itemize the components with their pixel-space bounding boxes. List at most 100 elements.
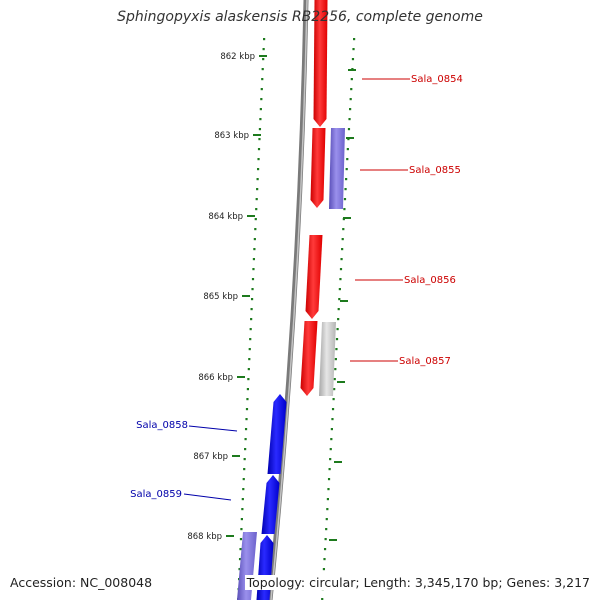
track-dot [327, 488, 330, 491]
gene-leader-line [188, 425, 238, 432]
track-dot [243, 468, 246, 471]
track-dot [254, 228, 257, 231]
track-dot [333, 388, 336, 391]
gene-arrow-sala-0859[interactable] [261, 475, 280, 534]
track-dot [351, 58, 355, 61]
track-dot [254, 218, 257, 221]
gene-arrow-sala-0856[interactable] [305, 235, 323, 319]
gene-label-sala-0858[interactable]: Sala_0858 [136, 420, 188, 431]
track-dot [334, 368, 337, 371]
kbp-label: 867 kbp [193, 452, 228, 462]
track-dot [239, 548, 242, 551]
track-dot [346, 148, 349, 151]
track-dot [245, 418, 248, 421]
kbp-label: 865 kbp [203, 292, 238, 302]
track-dot [325, 518, 328, 521]
inner-tick-track [237, 38, 266, 600]
track-dot [322, 568, 326, 571]
track-dot [335, 348, 338, 351]
track-dot [260, 88, 263, 91]
track-dot [253, 248, 256, 251]
track-dot [238, 568, 241, 571]
track-dot [324, 538, 327, 541]
track-dot [251, 278, 255, 281]
kbp-label: 862 kbp [220, 52, 255, 62]
track-dot [244, 438, 247, 441]
track-dot [244, 448, 247, 451]
track-dot [332, 398, 335, 401]
track-dot [333, 378, 336, 381]
track-dot [338, 298, 341, 301]
track-dot [330, 428, 333, 431]
track-dot [321, 598, 324, 600]
track-dot [257, 158, 260, 161]
track-dot [249, 328, 252, 331]
track-dot [260, 98, 263, 101]
track-dot [344, 188, 347, 191]
track-dot [353, 38, 356, 41]
track-dot [261, 78, 264, 81]
gene-arrow-sala-0857[interactable] [300, 321, 318, 396]
gene-label-sala-0855[interactable]: Sala_0855 [409, 165, 461, 176]
track-dot [251, 288, 254, 291]
track-dot [250, 318, 253, 321]
gene-label-sala-0857[interactable]: Sala_0857 [399, 356, 451, 367]
gene-arrow-sala-0854[interactable] [313, 0, 328, 127]
track-dot [259, 118, 262, 121]
track-dot [342, 218, 345, 221]
track-dot [242, 478, 245, 481]
track-dot [323, 558, 326, 561]
gene-block-gray[interactable] [319, 322, 336, 396]
gene-label-sala-0856[interactable]: Sala_0856 [404, 275, 456, 286]
track-dot [246, 398, 249, 401]
gene-arrow-sala-0855[interactable] [310, 128, 326, 208]
track-dot [346, 158, 349, 161]
track-dot [255, 198, 258, 201]
track-dot [341, 238, 344, 241]
gene-label-sala-0859[interactable]: Sala_0859 [130, 489, 182, 500]
track-dot [257, 148, 261, 151]
track-dot [343, 208, 346, 211]
track-dot [256, 188, 259, 191]
gene-leader-line [183, 493, 232, 501]
track-dot [250, 308, 253, 311]
accession-text: Accession: NC_008048 [8, 575, 155, 590]
kbp-label: 866 kbp [198, 373, 233, 383]
summary-text: Topology: circular; Length: 3,345,170 bp… [244, 575, 592, 590]
track-dot [331, 418, 334, 421]
track-dot [329, 448, 332, 451]
track-dot [240, 518, 243, 521]
track-dot [243, 458, 246, 461]
track-dot [341, 248, 344, 251]
track-dot [331, 408, 335, 411]
track-dot [250, 298, 254, 301]
track-dot [248, 348, 251, 351]
track-dot [263, 38, 266, 41]
kbp-label: 863 kbp [214, 131, 249, 141]
track-dot [337, 308, 340, 311]
track-dot [262, 58, 265, 61]
track-dot [349, 98, 352, 101]
track-dot [252, 258, 256, 261]
track-dot [323, 548, 327, 551]
track-dot [350, 78, 353, 81]
track-dot [247, 368, 250, 371]
track-dot [340, 258, 343, 261]
genome-backbone [267, 0, 309, 600]
track-dot [245, 408, 249, 411]
track-dot [347, 138, 350, 141]
track-dot [336, 328, 339, 331]
track-dot [334, 358, 337, 361]
track-dot [241, 498, 244, 501]
gene-label-sala-0854[interactable]: Sala_0854 [411, 74, 463, 85]
track-dot [343, 198, 347, 201]
gene-block-purple[interactable] [329, 128, 345, 209]
track-dot [256, 178, 259, 181]
gene-arrow-sala-0858[interactable] [267, 394, 287, 474]
track-dot [258, 138, 261, 141]
track-dot [325, 528, 328, 531]
track-dot [255, 208, 258, 211]
track-dot [239, 538, 243, 541]
